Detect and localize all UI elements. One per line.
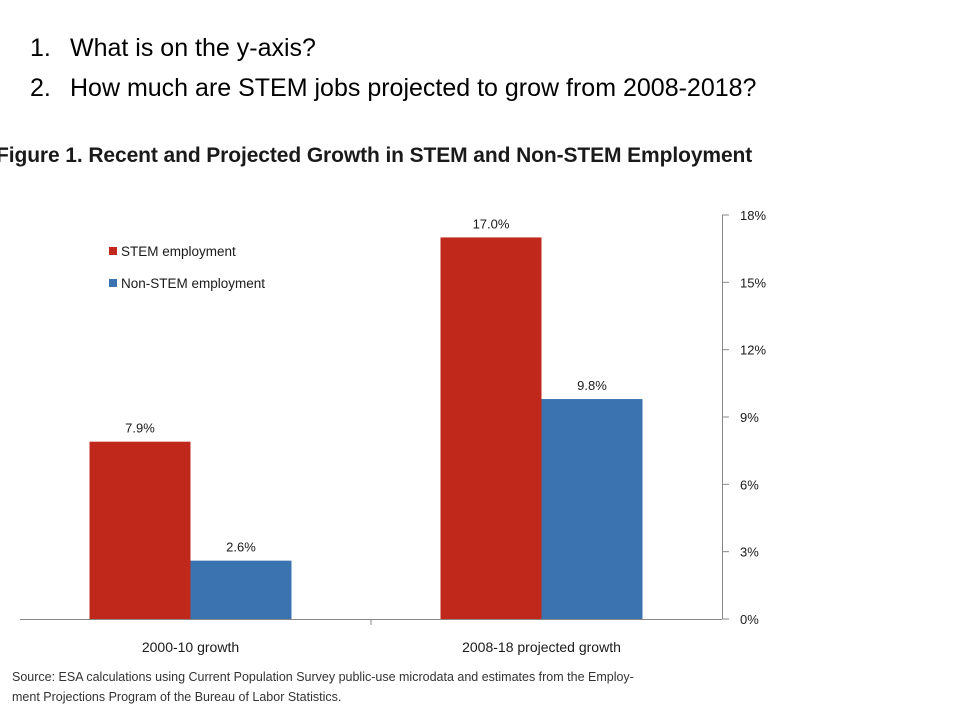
y-tick-label: 9% [740, 410, 759, 425]
x-tick-label: 2000-10 growth [142, 639, 239, 655]
y-tick-label: 0% [740, 612, 759, 627]
y-tick-label: 3% [740, 545, 759, 560]
x-tick-label: 2008-18 projected growth [462, 639, 621, 655]
question-list: 1. What is on the y-axis? 2. How much are … [30, 28, 756, 108]
y-tick-label: 12% [740, 343, 766, 358]
data-label: 17.0% [473, 216, 510, 231]
legend-swatch [109, 247, 117, 255]
data-label: 7.9% [125, 421, 155, 436]
bar [89, 441, 191, 619]
data-label: 9.8% [577, 378, 607, 393]
bar [440, 237, 542, 619]
data-label: 2.6% [226, 540, 256, 555]
y-tick-label: 18% [740, 208, 766, 223]
source-note: Source: ESA calculations using Current P… [12, 667, 792, 707]
question-number: 2. [30, 74, 51, 102]
question-text: What is on the y-axis? [70, 34, 316, 62]
source-line-1: Source: ESA calculations using Current P… [12, 670, 634, 684]
bar [541, 399, 643, 619]
question-number: 1. [30, 34, 51, 62]
question-2: 2. How much are STEM jobs projected to gr… [30, 68, 756, 108]
question-1: 1. What is on the y-axis? [30, 28, 756, 68]
bar [190, 560, 292, 619]
figure-title: Figure 1. Recent and Projected Growth in… [0, 144, 753, 167]
legend-label: STEM employment [121, 244, 236, 259]
question-text: How much are STEM jobs projected to grow… [70, 74, 757, 102]
legend-label: Non-STEM employment [121, 276, 265, 291]
y-tick-label: 6% [740, 477, 759, 492]
y-tick-label: 15% [740, 275, 766, 290]
legend-swatch [109, 279, 117, 287]
source-line-2: ment Projections Program of the Bureau o… [12, 690, 342, 704]
